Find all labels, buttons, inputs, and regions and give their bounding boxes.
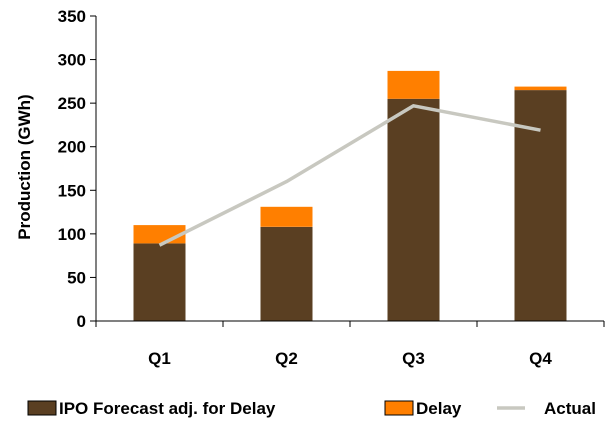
x-tick-label-q1: Q1: [148, 349, 171, 368]
y-tick-label: 300: [58, 51, 86, 70]
legend-item-delay: Delay: [384, 399, 462, 418]
legend-label: IPO Forecast adj. for Delay: [59, 399, 276, 418]
y-tick-label: 150: [58, 181, 86, 200]
legend-swatch: [27, 400, 57, 416]
x-tick-label-q3: Q3: [402, 349, 425, 368]
y-tick-label: 100: [58, 225, 86, 244]
bar-ipo-forecast-adj-for-delay-q3: [387, 98, 440, 321]
bar-delay-q4: [514, 86, 567, 91]
y-axis-title: Production (GWh): [15, 94, 34, 239]
y-tick-label: 0: [77, 312, 86, 331]
y-tick-label: 200: [58, 138, 86, 157]
y-tick-label: 50: [67, 268, 86, 287]
legend-item-actual: Actual: [497, 399, 596, 418]
bar-delay-q2: [260, 206, 313, 227]
bar-delay-q3: [387, 70, 440, 99]
y-tick-label: 350: [58, 7, 86, 26]
x-tick-label-q4: Q4: [529, 349, 552, 368]
plot-area: 0 50 100 150 200 250 300 350 Q1 Q2 Q3 Q4: [58, 7, 605, 368]
legend-label: Actual: [544, 399, 596, 418]
legend-swatch: [384, 400, 414, 416]
y-tick-label: 250: [58, 94, 86, 113]
bar-ipo-forecast-adj-for-delay-q1: [133, 243, 186, 321]
bar-ipo-forecast-adj-for-delay-q2: [260, 226, 313, 321]
legend: IPO Forecast adj. for Delay Delay Actual: [27, 399, 596, 418]
line-actual: [158, 104, 541, 247]
legend-label: Delay: [416, 399, 462, 418]
x-tick-label-q2: Q2: [275, 349, 298, 368]
bar-ipo-forecast-adj-for-delay-q4: [514, 90, 567, 321]
legend-item-ipo-forecast-adj-for-delay: IPO Forecast adj. for Delay: [27, 399, 276, 418]
